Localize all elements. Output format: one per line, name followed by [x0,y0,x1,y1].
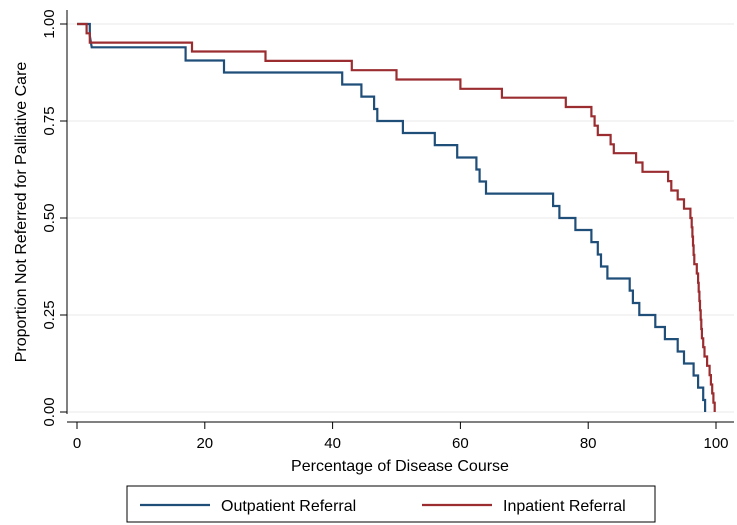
legend-box [126,485,656,523]
series-layer [77,22,716,412]
plot-area [67,10,734,414]
y-tick-label: 1.00 [41,9,58,38]
series-line-inpatient-referral [77,22,716,412]
x-tick-label: 0 [73,435,81,452]
x-tick-label: 80 [580,435,597,452]
legend-label-inpatient: Inpatient Referral [503,498,626,515]
axes [60,10,734,429]
series-line-outpatient-referral [77,22,707,412]
x-tick-label: 20 [196,435,213,452]
y-tick-label: 0.00 [41,397,58,426]
y-axis-label: Proportion Not Referred for Palliative C… [13,62,30,363]
y-tick-label: 0.75 [41,106,58,135]
y-tick-label: 0.50 [41,203,58,232]
tick-labels: 0.00 0.25 0.50 0.75 1.00 0 20 40 60 80 100 [41,9,729,452]
x-tick-label: 100 [703,435,728,452]
gridlines [67,23,734,413]
x-axis-label: Percentage of Disease Course [291,458,509,475]
x-tick-label: 60 [452,435,469,452]
x-tick-label: 40 [324,435,341,452]
legend: Outpatient Referral Inpatient Referral [126,485,656,523]
legend-label-outpatient: Outpatient Referral [221,498,356,515]
y-tick-label: 0.25 [41,300,58,329]
